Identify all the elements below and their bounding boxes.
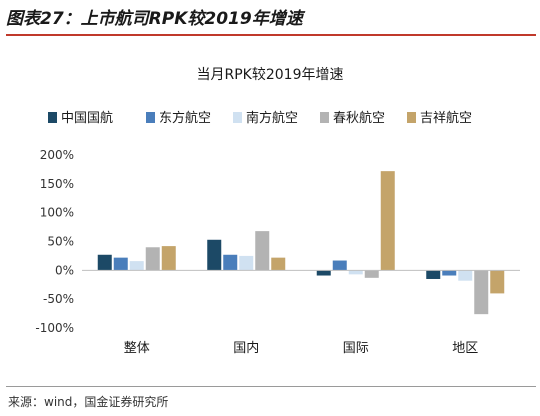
source-note: 来源：wind，国金证券研究所 (8, 395, 169, 409)
bar (239, 255, 254, 271)
bar (474, 270, 489, 315)
legend-swatch (146, 112, 155, 123)
legend-label: 吉祥航空 (420, 110, 472, 126)
bars (97, 171, 505, 315)
bar (97, 254, 112, 271)
y-tick-label: 50% (47, 235, 74, 249)
bar (271, 257, 286, 271)
bar (364, 270, 379, 278)
category-label: 国内 (233, 340, 259, 356)
bar (255, 231, 270, 271)
x-axis: 整体 国内 国际 地区 (82, 269, 520, 356)
category-label: 国际 (343, 341, 369, 356)
footer-rule (6, 386, 536, 387)
legend-swatch (407, 112, 416, 123)
bar (380, 171, 395, 271)
bar (426, 270, 441, 279)
bar (223, 254, 238, 271)
bar (145, 247, 160, 271)
y-tick-label: -50% (43, 292, 74, 306)
legend-label: 南方航空 (246, 110, 298, 126)
bar (442, 270, 457, 276)
legend-label: 东方航空 (159, 110, 211, 126)
bar (316, 270, 331, 276)
bar (332, 260, 347, 271)
legend-swatch (320, 112, 329, 123)
bar (458, 270, 473, 281)
y-axis: 200% 150% 100% 50% 0% -50% -100% (35, 148, 74, 335)
figure-title: 图表27：上市航司RPK较2019年增速 (6, 9, 303, 29)
y-tick-label: 100% (40, 206, 74, 220)
bar (207, 239, 222, 271)
chart-title: 当月RPK较2019年增速 (197, 67, 344, 83)
bar (113, 257, 128, 271)
category-label: 地区 (452, 341, 478, 356)
bar (490, 270, 505, 294)
bar-chart: 当月RPK较2019年增速 中国国航 东方航空 南方航空 春秋航空 吉祥航空 200% 1… (35, 67, 520, 356)
legend: 中国国航 东方航空 南方航空 春秋航空 吉祥航空 (48, 110, 472, 126)
title-rule (6, 34, 536, 36)
y-tick-label: 200% (40, 148, 74, 162)
bar (129, 261, 144, 271)
legend-label: 春秋航空 (333, 110, 385, 126)
legend-swatch (48, 112, 57, 123)
legend-label: 中国国航 (61, 110, 113, 126)
category-label: 整体 (124, 341, 150, 356)
bar (348, 270, 363, 275)
y-tick-label: -100% (35, 321, 74, 335)
y-tick-label: 150% (40, 177, 74, 191)
bar (161, 246, 176, 271)
y-tick-label: 0% (55, 263, 74, 277)
legend-swatch (233, 112, 242, 123)
